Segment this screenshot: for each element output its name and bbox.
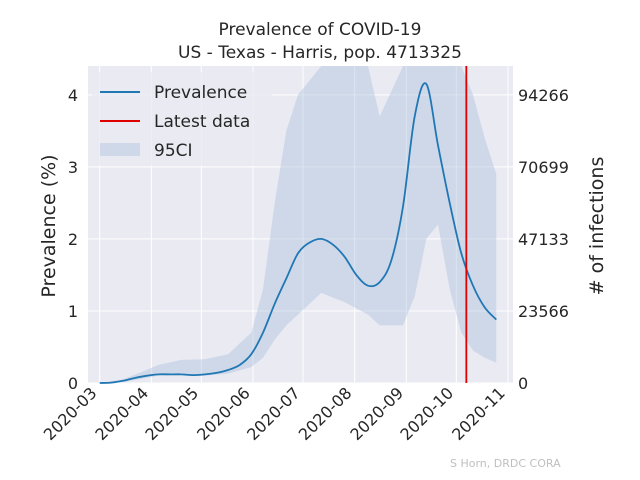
prevalence-line [99, 82, 497, 384]
y-tick-label-2: 2 [68, 230, 78, 249]
y2-tick-label-3: 70699 [518, 158, 569, 177]
x-tick-label-1: 2020-04 [91, 383, 152, 444]
y-axis-label: Prevalence (%) [38, 154, 60, 297]
legend-label-95ci: 95CI [154, 141, 193, 161]
x-tick-label-2: 2020-05 [141, 383, 202, 444]
y2-tick-label-0: 0 [518, 374, 528, 393]
y-tick-label-3: 3 [68, 158, 78, 177]
y-tick-labels: 0 1 2 3 4 [68, 86, 78, 393]
y2-tick-label-4: 94266 [518, 86, 569, 105]
x-tick-label-8: 2020-11 [448, 383, 509, 444]
y2-axis-label: # of infections [586, 157, 608, 296]
chart-title: Prevalence of COVID-19 [219, 20, 422, 40]
x-tick-labels: 2020-032020-042020-052020-062020-072020-… [40, 383, 509, 444]
y2-tick-label-1: 23566 [518, 302, 569, 321]
x-tick-label-5: 2020-08 [295, 383, 356, 444]
ci-band [99, 66, 497, 383]
legend-swatch-95ci [100, 143, 140, 156]
y2-tick-labels: 0 23566 47133 70699 94266 [518, 86, 569, 393]
y-tick-label-4: 4 [68, 86, 78, 105]
y2-tick-label-2: 47133 [518, 230, 569, 249]
x-tick-label-4: 2020-07 [243, 383, 304, 444]
chart-subtitle: US - Texas - Harris, pop. 4713325 [178, 43, 462, 63]
x-tick-label-3: 2020-06 [193, 383, 254, 444]
y-tick-label-0: 0 [68, 374, 78, 393]
x-tick-label-6: 2020-09 [346, 383, 407, 444]
x-tick-label-7: 2020-10 [396, 383, 457, 444]
ci-band-layer [99, 66, 497, 383]
legend-box [92, 72, 272, 166]
prevalence-line-layer [99, 82, 497, 384]
legend-label-latest: Latest data [154, 112, 250, 132]
y-tick-label-1: 1 [68, 302, 78, 321]
legend-label-prevalence: Prevalence [154, 83, 247, 103]
legend: Prevalence Latest data 95CI [92, 72, 272, 166]
credit-text: S Horn, DRDC CORA [450, 457, 561, 470]
